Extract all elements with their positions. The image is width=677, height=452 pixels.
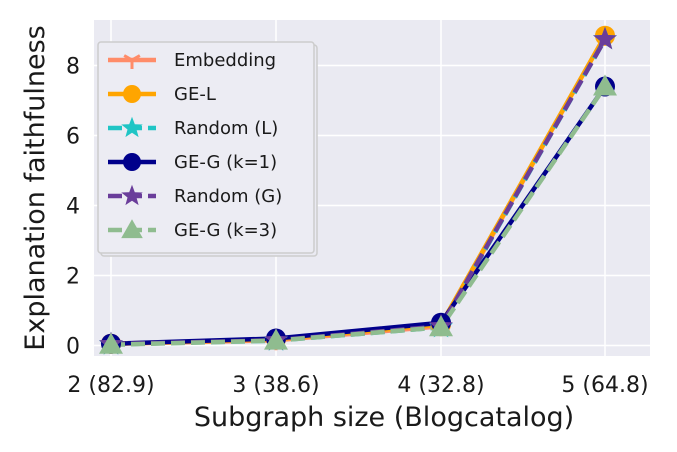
- y-tick-labels: 0 2 4 6 8: [66, 55, 80, 360]
- x-tick-label: 4 (32.8): [397, 373, 484, 398]
- marker-arm: [131, 54, 141, 62]
- data-point: [593, 74, 617, 96]
- series-lines: [110, 34, 607, 348]
- legend-marker: [123, 85, 141, 103]
- y-tick-label: 4: [66, 195, 80, 220]
- series-line: [110, 85, 607, 348]
- legend-marker: [123, 54, 141, 69]
- legend-marker: [121, 116, 143, 138]
- x-axis-label: Subgraph size (Blogcatalog): [194, 402, 574, 433]
- legend-label: GE-L: [174, 84, 216, 105]
- series-markers: [99, 25, 617, 355]
- legend-marker: [121, 184, 143, 206]
- x-tick-label: 3 (38.6): [232, 373, 319, 398]
- data-point: [264, 328, 288, 350]
- legend-label: GE-G (k=1): [174, 152, 277, 173]
- data-point: [99, 332, 123, 354]
- legend-marker: [123, 153, 141, 171]
- y-tick-label: 2: [66, 265, 80, 290]
- x-tick-labels: 2 (82.9) 3 (38.6) 4 (32.8) 5 (64.8): [67, 373, 648, 398]
- x-tick-label: 5 (64.8): [561, 373, 648, 398]
- legend-marker: [121, 219, 143, 239]
- data-point: [593, 26, 617, 50]
- legend: Embedding GE-L Random (L) GE-G (k=1) Random …: [97, 41, 318, 257]
- legend-label: Random (L): [174, 118, 278, 139]
- data-point: [429, 315, 453, 337]
- legend-label: Embedding: [174, 50, 276, 71]
- legend-label: Random (G): [174, 186, 282, 207]
- y-tick-label: 0: [66, 335, 80, 360]
- x-tick-label: 2 (82.9): [67, 373, 154, 398]
- y-axis-label: Explanation faithfulness: [20, 25, 51, 350]
- y-tick-label: 6: [66, 125, 80, 150]
- marker-arm: [123, 54, 133, 62]
- y-tick-label: 8: [66, 55, 80, 80]
- legend-label: GE-G (k=3): [174, 220, 277, 241]
